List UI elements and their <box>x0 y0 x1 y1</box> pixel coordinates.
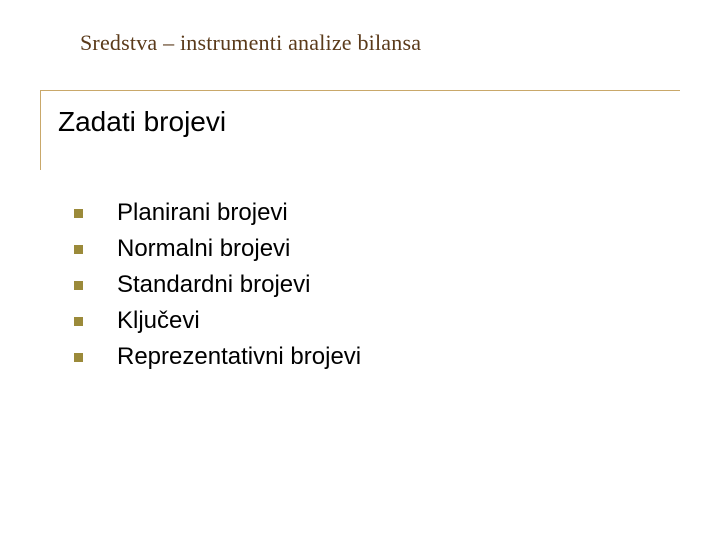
list-item: Standardni brojevi <box>74 267 361 303</box>
slide-header: Sredstva – instrumenti analize bilansa <box>80 30 421 56</box>
list-item: Ključevi <box>74 303 361 339</box>
divider-vertical <box>40 90 41 170</box>
list-item-label: Normalni brojevi <box>117 235 290 263</box>
slide: Sredstva – instrumenti analize bilansa Z… <box>0 0 720 540</box>
list-item-label: Reprezentativni brojevi <box>117 343 361 371</box>
slide-title: Zadati brojevi <box>58 106 226 138</box>
list-item: Reprezentativni brojevi <box>74 339 361 375</box>
bullet-list: Planirani brojevi Normalni brojevi Stand… <box>74 195 361 375</box>
list-item: Planirani brojevi <box>74 195 361 231</box>
square-bullet-icon <box>74 245 83 254</box>
square-bullet-icon <box>74 281 83 290</box>
square-bullet-icon <box>74 209 83 218</box>
list-item-label: Planirani brojevi <box>117 199 288 227</box>
list-item-label: Standardni brojevi <box>117 271 310 299</box>
list-item-label: Ključevi <box>117 307 200 335</box>
list-item: Normalni brojevi <box>74 231 361 267</box>
square-bullet-icon <box>74 353 83 362</box>
square-bullet-icon <box>74 317 83 326</box>
divider-horizontal <box>40 90 680 91</box>
